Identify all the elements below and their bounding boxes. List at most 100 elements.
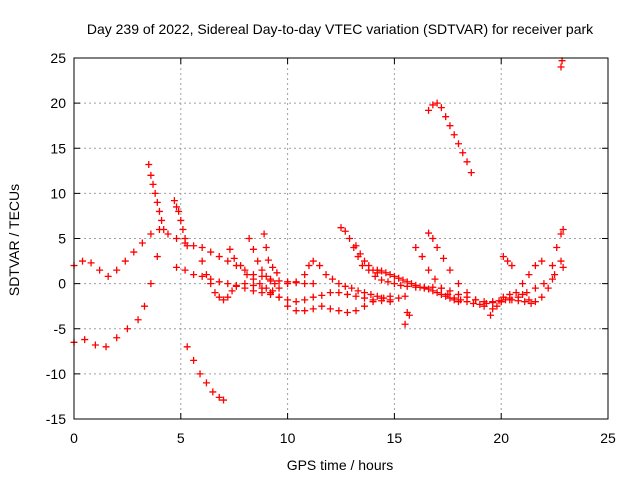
data-point: [489, 298, 497, 306]
data-point: [425, 285, 433, 293]
data-point: [262, 272, 270, 280]
chart-title: Day 239 of 2022, Sidereal Day-to-day VTE…: [87, 21, 594, 37]
data-point: [215, 253, 223, 261]
data-point: [275, 284, 283, 292]
data-point: [173, 203, 181, 211]
data-point: [429, 235, 437, 242]
x-tick-label: 25: [600, 430, 616, 446]
data-point: [284, 296, 292, 304]
data-point: [181, 235, 189, 242]
data-point: [446, 266, 454, 274]
data-point: [198, 272, 206, 280]
data-point: [267, 277, 275, 285]
data-point: [173, 235, 181, 242]
data-point: [358, 262, 366, 270]
data-point: [454, 290, 462, 298]
data-point: [147, 171, 155, 179]
data-point: [318, 291, 326, 299]
data-point: [198, 257, 206, 265]
y-tick-label: 15: [50, 140, 66, 156]
data-point: [472, 296, 480, 304]
data-point: [183, 343, 191, 351]
data-point: [399, 276, 407, 284]
data-point: [264, 256, 272, 264]
data-point: [480, 302, 488, 310]
data-point: [170, 197, 178, 205]
series-trace-n: [412, 244, 535, 308]
data-point: [538, 257, 546, 265]
data-point: [196, 370, 204, 378]
data-point: [301, 307, 309, 315]
data-point: [531, 284, 539, 292]
data-point: [463, 158, 471, 166]
y-tick-label: 0: [58, 276, 66, 292]
data-point: [209, 388, 217, 396]
data-point: [343, 309, 351, 317]
data-point: [512, 289, 520, 297]
data-point: [237, 262, 245, 270]
data-point: [531, 298, 539, 306]
data-point: [519, 280, 527, 288]
data-point: [202, 271, 210, 279]
data-point: [487, 311, 495, 319]
data-point: [190, 356, 198, 364]
series-trace-d: [170, 197, 191, 250]
data-point: [360, 302, 368, 310]
data-point: [301, 296, 309, 304]
data-point: [348, 284, 356, 292]
data-point: [429, 101, 437, 109]
data-point: [202, 379, 210, 387]
y-tick-label: -5: [54, 321, 67, 337]
series-trace-c: [145, 160, 168, 233]
data-point: [224, 257, 232, 265]
data-point: [228, 287, 236, 295]
data-point: [360, 257, 368, 265]
data-point: [450, 131, 458, 139]
x-tick-label: 10: [280, 430, 296, 446]
y-tick-label: 10: [50, 185, 66, 201]
data-points: [70, 57, 567, 404]
series-trace-i: [245, 235, 279, 288]
data-point: [506, 290, 514, 298]
data-point: [450, 294, 458, 302]
data-point: [335, 289, 343, 297]
data-point: [151, 189, 159, 197]
data-point: [271, 280, 279, 288]
data-point: [395, 294, 403, 302]
data-point: [557, 257, 565, 265]
data-point: [454, 140, 462, 148]
data-point: [173, 263, 181, 271]
data-point: [467, 169, 475, 177]
data-point: [198, 244, 206, 252]
data-point: [341, 282, 349, 290]
data-point: [113, 334, 121, 342]
data-point: [284, 280, 292, 288]
data-point: [249, 281, 257, 289]
data-point: [284, 302, 292, 310]
series-trace-e: [183, 343, 228, 404]
data-point: [318, 302, 326, 310]
data-point: [412, 281, 420, 289]
y-tick-label: -10: [46, 366, 66, 382]
data-point: [153, 253, 161, 261]
data-point: [260, 230, 268, 238]
data-point: [433, 289, 441, 297]
data-point: [346, 235, 354, 242]
data-point: [390, 280, 398, 288]
data-point: [446, 287, 454, 295]
data-point: [504, 257, 512, 265]
data-point: [360, 289, 368, 297]
data-point: [183, 242, 191, 250]
data-point: [557, 63, 565, 71]
data-point: [211, 289, 219, 297]
data-point: [316, 262, 324, 270]
y-tick-label: -15: [46, 411, 66, 427]
data-point: [386, 296, 394, 304]
data-point: [258, 266, 266, 274]
data-point: [440, 254, 448, 262]
data-point: [273, 269, 281, 277]
data-point: [373, 266, 381, 274]
data-point: [531, 262, 539, 270]
data-point: [369, 298, 377, 306]
